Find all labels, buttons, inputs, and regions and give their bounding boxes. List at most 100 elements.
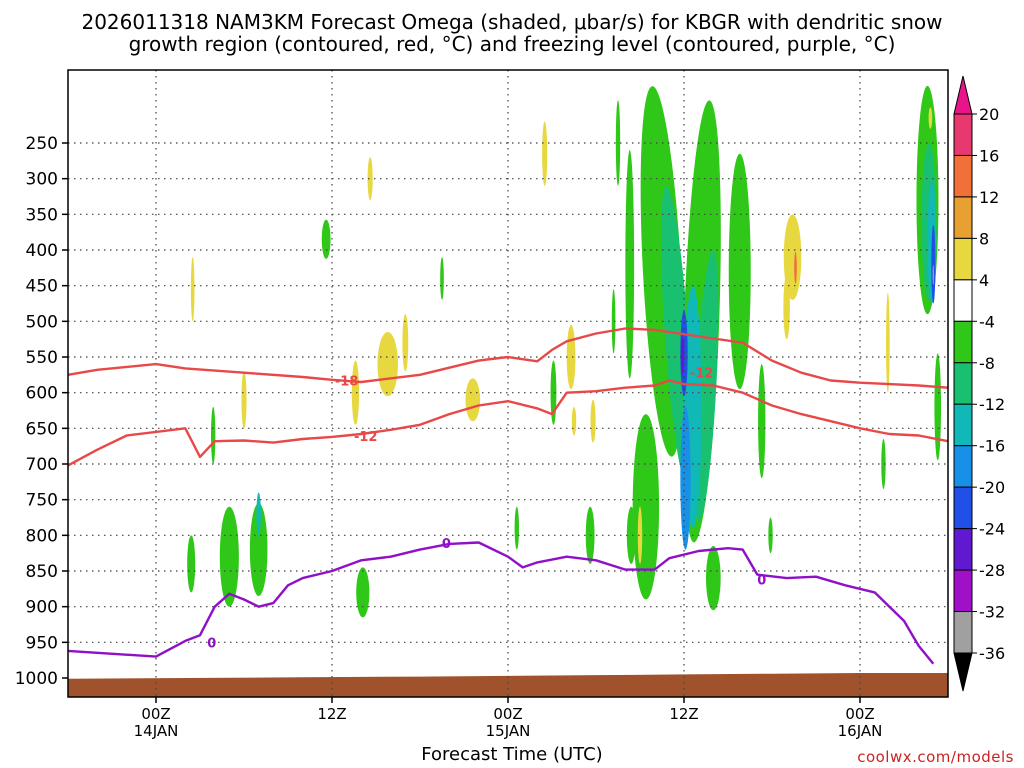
credit-link[interactable]: coolwx.com/models xyxy=(857,748,1014,766)
x-tick-label: 16JAN xyxy=(838,722,883,740)
contour-label: -12 xyxy=(354,430,378,445)
y-tick-label: 750 xyxy=(26,491,58,511)
omega-region xyxy=(321,219,331,259)
colorbar-top-arrow xyxy=(953,75,973,115)
colorbar-swatch xyxy=(953,237,973,281)
y-tick-label: 650 xyxy=(26,419,58,439)
omega-region xyxy=(542,121,548,186)
colorbar-label: -36 xyxy=(979,644,1005,663)
colorbar-swatch xyxy=(953,154,973,198)
x-tick-label: 12Z xyxy=(317,705,346,723)
colorbar-label: 20 xyxy=(979,105,999,124)
omega-region xyxy=(367,157,373,201)
y-tick-label: 600 xyxy=(26,384,58,404)
y-tick-label: 1000 xyxy=(15,669,58,689)
colorbar-label: -8 xyxy=(979,354,995,373)
colorbar-label: 12 xyxy=(979,188,999,207)
colorbar-swatch xyxy=(953,528,973,571)
chart-title-line-2: growth region (contoured, red, °C) and f… xyxy=(128,32,896,56)
y-tick-label: 250 xyxy=(26,134,58,154)
y-tick-label: 450 xyxy=(26,277,58,297)
chart-canvas: -18 -12 -12 0 0 0 250 300 350 400 450 500 550 600 650… xyxy=(15,69,1005,742)
omega-region xyxy=(611,289,616,354)
omega-region xyxy=(566,324,576,390)
omega-region xyxy=(590,399,596,443)
x-tick-label: 15JAN xyxy=(486,722,531,740)
omega-region xyxy=(351,360,360,425)
omega-region xyxy=(190,257,195,322)
x-axis-title: Forecast Time (UTC) xyxy=(421,744,603,765)
colorbar-bottom-arrow xyxy=(953,652,973,692)
omega-region xyxy=(256,492,261,536)
x-tick-label: 00Z xyxy=(845,705,874,723)
colorbar-label: -28 xyxy=(979,561,1005,580)
terrain-fill xyxy=(68,673,948,697)
omega-region xyxy=(571,406,577,436)
omega-region xyxy=(632,414,660,600)
x-tick-label: 2026 xyxy=(137,739,175,742)
colorbar-swatch xyxy=(953,196,973,239)
omega-region xyxy=(881,439,886,489)
y-tick-label: 700 xyxy=(26,455,58,475)
y-tick-label: 350 xyxy=(26,205,58,225)
omega-region xyxy=(211,406,216,464)
colorbar-swatch xyxy=(953,362,973,405)
colorbar-swatch xyxy=(953,320,973,364)
y-tick-label: 300 xyxy=(26,170,58,190)
omega-region xyxy=(931,225,936,304)
chart-title-line-1: 2026011318 NAM3KM Forecast Omega (shaded… xyxy=(81,10,943,34)
y-tick-label: 950 xyxy=(26,633,58,653)
colorbar-swatch xyxy=(953,611,973,654)
y-tick-label: 550 xyxy=(26,348,58,368)
omega-region xyxy=(241,371,247,429)
omega-region xyxy=(356,567,370,618)
axis-layer: 250 300 350 400 450 500 550 600 650 700 750 800 850 9… xyxy=(15,69,949,742)
y-tick-label: 850 xyxy=(26,562,58,582)
omega-region xyxy=(728,153,751,390)
colorbar-label: 16 xyxy=(979,146,999,165)
contour-label: 0 xyxy=(207,636,216,651)
colorbar-label: 4 xyxy=(979,271,989,290)
colorbar-swatch xyxy=(953,113,973,156)
omega-region xyxy=(615,100,621,186)
contour-layer: -18 -12 -12 0 0 0 xyxy=(67,327,949,665)
omega-region xyxy=(934,353,942,461)
colorbar-label: -24 xyxy=(979,520,1005,539)
omega-region xyxy=(794,251,797,284)
colorbar-label: -12 xyxy=(979,395,1005,414)
y-tick-label: 400 xyxy=(26,241,58,261)
x-tick-label: 00Z xyxy=(141,705,170,723)
minus18-isotherm xyxy=(67,327,949,389)
omega-region xyxy=(249,503,268,596)
colorbar-label: -16 xyxy=(979,437,1005,456)
omega-region xyxy=(758,364,766,479)
omega-region xyxy=(886,292,890,393)
omega-region xyxy=(219,506,239,607)
contour-label: 0 xyxy=(442,537,451,552)
omega-region xyxy=(377,332,398,397)
omega-region xyxy=(706,546,721,611)
colorbar-swatch xyxy=(953,445,973,488)
omega-region xyxy=(783,274,790,340)
omega-region xyxy=(626,506,636,564)
y-tick-label: 900 xyxy=(26,598,58,618)
freezing-level xyxy=(67,541,935,665)
x-tick-label: 12Z xyxy=(669,705,698,723)
omega-region xyxy=(402,314,409,372)
omega-region xyxy=(440,257,444,300)
contour-label: -18 xyxy=(335,375,359,390)
omega-region xyxy=(928,107,933,129)
contour-label: 0 xyxy=(757,574,766,589)
colorbar-label: 8 xyxy=(979,229,989,248)
colorbar-label: -4 xyxy=(979,312,995,331)
minus12-isotherm xyxy=(67,379,949,467)
omega-region xyxy=(514,506,519,550)
omega-region xyxy=(465,378,481,422)
terrain-layer xyxy=(68,673,948,697)
omega-region xyxy=(187,535,196,593)
contour-label: -12 xyxy=(690,367,714,382)
omega-region xyxy=(680,335,685,376)
omega-region xyxy=(637,506,643,564)
omega-region xyxy=(625,150,635,379)
x-tick-label: 00Z xyxy=(493,705,522,723)
